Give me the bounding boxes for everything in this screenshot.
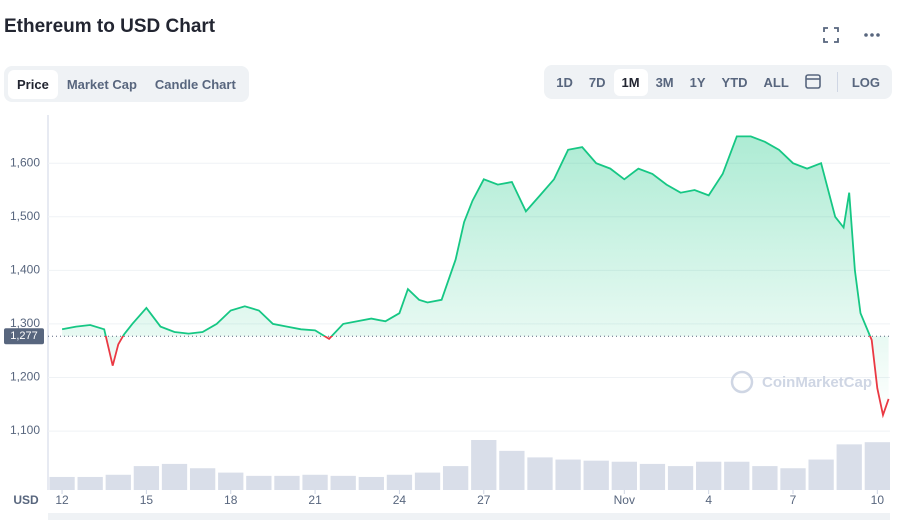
log-button[interactable]: LOG xyxy=(851,74,880,90)
page-title: Ethereum to USD Chart xyxy=(4,16,216,37)
range-button[interactable]: 7D xyxy=(588,74,606,90)
range-button[interactable]: 1D xyxy=(556,74,573,90)
tab[interactable]: Market Cap xyxy=(66,76,137,92)
volume-bar xyxy=(218,472,244,490)
volume-bar xyxy=(836,444,862,490)
volume-bar xyxy=(77,476,103,490)
watermark-icon xyxy=(730,370,754,394)
volume-bar xyxy=(49,476,75,490)
y-tick-label: 1,300 xyxy=(10,316,40,330)
separator xyxy=(836,72,838,92)
tab-bar: Price Market Cap Candle Chart xyxy=(4,66,249,102)
volume-bar xyxy=(274,475,300,490)
volume-bar xyxy=(414,472,441,490)
volume-bar xyxy=(105,474,131,490)
x-tick-label: 18 xyxy=(224,493,238,507)
x-tick-label: 12 xyxy=(55,493,69,507)
range-button[interactable]: ALL xyxy=(763,74,789,90)
volume-bar xyxy=(189,468,216,490)
volume-bar xyxy=(133,466,160,490)
volume-bar xyxy=(161,463,188,490)
volume-bar xyxy=(808,459,834,490)
volume-bar xyxy=(752,466,778,490)
volume-bar xyxy=(386,474,413,490)
volume-bar xyxy=(246,475,272,490)
range-button[interactable]: 1M xyxy=(613,68,648,96)
volume-bar xyxy=(780,468,806,490)
volume-bar xyxy=(611,461,637,490)
range-button[interactable]: YTD xyxy=(721,74,748,90)
price-line xyxy=(61,135,890,419)
x-tick-label: 10 xyxy=(871,493,885,507)
baseline-badge xyxy=(4,328,44,345)
scroll-bar xyxy=(48,513,890,520)
baseline-label: 1,277 xyxy=(10,330,38,342)
volume-bar xyxy=(527,457,553,490)
y-tick-label: 1,600 xyxy=(10,155,40,169)
range-bar: 1D 7D 1M 3M 1Y YTD ALL LOG xyxy=(544,65,892,99)
x-tick-label: 4 xyxy=(705,493,712,507)
y-tick-label: 1,200 xyxy=(10,370,40,384)
area xyxy=(62,136,889,415)
volume-bar xyxy=(864,442,890,490)
volume-bar xyxy=(724,461,750,490)
volume-bar xyxy=(471,440,497,490)
y-tick-label: 1,500 xyxy=(10,209,40,223)
watermark: CoinMarketCap xyxy=(762,374,872,391)
x-tick-label: 7 xyxy=(790,493,797,507)
range-button[interactable]: 3M xyxy=(655,74,674,90)
volume-bar xyxy=(555,459,581,490)
x-tick-label: 27 xyxy=(477,493,491,507)
calendar-icon[interactable] xyxy=(797,73,831,91)
x-tick-label: 21 xyxy=(308,493,322,507)
x-tick-label: 24 xyxy=(393,493,407,507)
volume-bar xyxy=(667,466,694,490)
y-tick-label: 1,400 xyxy=(10,263,40,277)
volume-bar xyxy=(302,474,328,490)
volume-bar xyxy=(583,460,609,490)
toolbar-icons[interactable] xyxy=(822,26,892,44)
volume-bar xyxy=(696,461,722,490)
y-axis-label: USD xyxy=(13,493,39,507)
tab[interactable]: Candle Chart xyxy=(154,76,236,92)
x-tick-label: 15 xyxy=(140,493,154,507)
x-tick-label: Nov xyxy=(614,493,635,507)
volume-bar xyxy=(639,463,666,490)
volume-bar xyxy=(442,466,469,490)
volume-bar xyxy=(330,475,356,490)
y-tick-label: 1,100 xyxy=(10,423,40,437)
tab[interactable]: Price xyxy=(8,69,58,99)
volume-bar xyxy=(358,476,384,490)
volume-bar xyxy=(499,450,525,490)
range-button[interactable]: 1Y xyxy=(689,74,706,90)
